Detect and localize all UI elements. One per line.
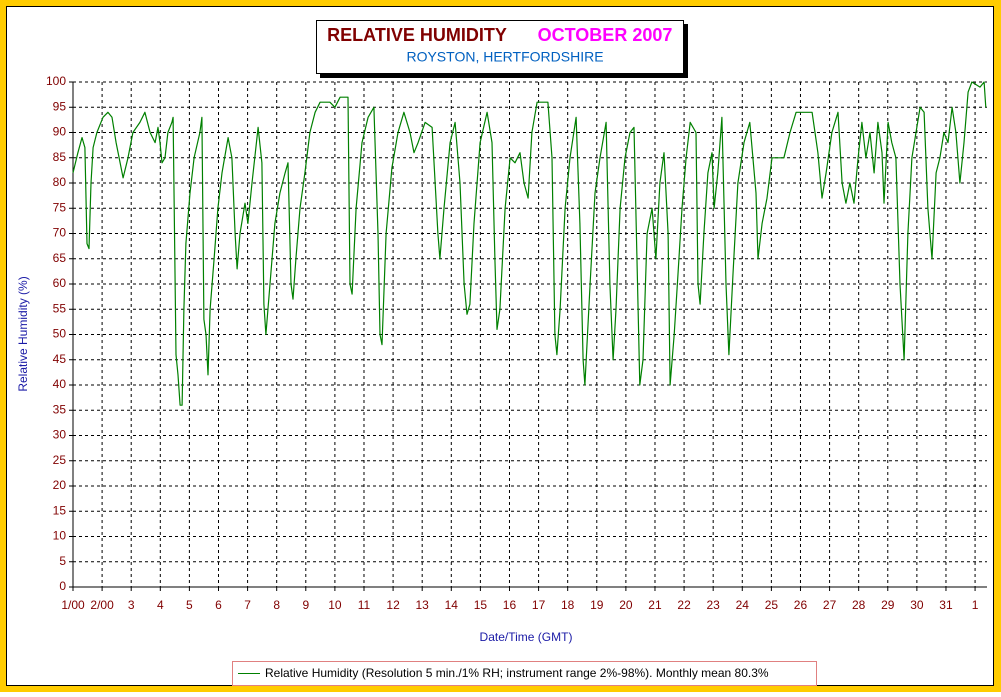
x-tick-label: 15 [474, 598, 488, 612]
chart-background [6, 6, 994, 686]
y-tick-label: 50 [53, 327, 67, 341]
x-tick-label: 10 [328, 598, 342, 612]
y-tick-label: 80 [53, 175, 67, 189]
x-tick-label: 6 [215, 598, 222, 612]
y-tick-label: 40 [53, 377, 67, 391]
chart-subtitle: ROYSTON, HERTFORDSHIRE [406, 49, 603, 65]
x-tick-label: 14 [445, 598, 459, 612]
chart-title-month: OCTOBER 2007 [538, 25, 673, 45]
y-tick-label: 45 [53, 352, 67, 366]
x-tick-label: 8 [273, 598, 280, 612]
y-tick-label: 35 [53, 402, 67, 416]
x-tick-label: 19 [590, 598, 604, 612]
grid: 0510152025303540455055606570758085909510… [46, 74, 987, 612]
y-tick-label: 85 [53, 150, 67, 164]
data-line [72, 81, 987, 406]
x-axis-title: Date/Time (GMT) [480, 630, 573, 644]
x-tick-label: 7 [244, 598, 251, 612]
x-tick-label: 16 [503, 598, 517, 612]
y-tick-label: 30 [53, 428, 67, 442]
x-tick-label: 27 [823, 598, 837, 612]
y-tick-label: 20 [53, 478, 67, 492]
legend-label: Relative Humidity (Resolution 5 min./1% … [265, 666, 769, 680]
y-tick-label: 10 [53, 529, 67, 543]
x-tick-label: 11 [358, 598, 371, 612]
x-tick-label: 4 [157, 598, 164, 612]
x-tick-label: 21 [648, 598, 662, 612]
y-axis-title: Relative Humidity (%) [16, 276, 30, 391]
x-tick-label: 31 [939, 598, 953, 612]
y-tick-label: 5 [59, 554, 66, 568]
y-tick-label: 60 [53, 276, 67, 290]
x-tick-label: 20 [619, 598, 633, 612]
x-tick-label: 25 [765, 598, 779, 612]
x-tick-label: 29 [881, 598, 895, 612]
chart-title: RELATIVE HUMIDITY [327, 25, 507, 45]
x-tick-label: 30 [910, 598, 924, 612]
x-tick-label: 1 [972, 598, 979, 612]
x-tick-label: 28 [852, 598, 866, 612]
y-tick-label: 15 [53, 503, 67, 517]
x-tick-label: 3 [128, 598, 135, 612]
x-tick-label: 18 [561, 598, 575, 612]
title-box [316, 20, 684, 74]
x-tick-label: 1/00 [61, 598, 85, 612]
y-tick-label: 90 [53, 125, 67, 139]
x-tick-label: 24 [736, 598, 750, 612]
plot [72, 81, 987, 406]
x-tick-label: 26 [794, 598, 808, 612]
x-tick-label: 5 [186, 598, 193, 612]
y-tick-label: 100 [46, 74, 66, 88]
y-tick-label: 75 [53, 200, 67, 214]
x-tick-label: 9 [302, 598, 309, 612]
x-tick-label: 13 [416, 598, 430, 612]
y-tick-label: 55 [53, 301, 67, 315]
x-tick-label: 22 [677, 598, 691, 612]
x-tick-label: 17 [532, 598, 546, 612]
y-tick-label: 70 [53, 226, 67, 240]
y-tick-label: 95 [53, 99, 67, 113]
legend [232, 661, 817, 686]
y-tick-label: 65 [53, 251, 67, 265]
x-tick-label: 2/00 [90, 598, 114, 612]
y-tick-label: 25 [53, 453, 67, 467]
x-tick-label: 12 [386, 598, 400, 612]
y-tick-label: 0 [59, 579, 66, 593]
x-tick-label: 23 [706, 598, 720, 612]
